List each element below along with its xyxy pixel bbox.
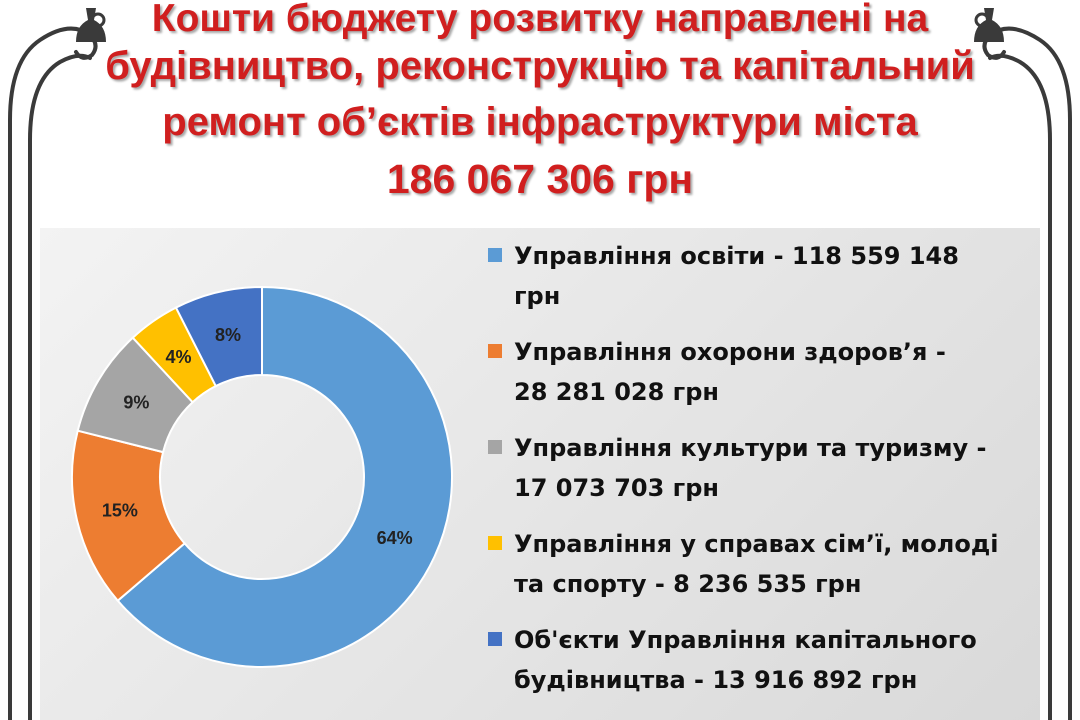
frame-ornament-left-inner (28, 53, 92, 720)
legend-item-3: Управління у справах сім’ї, молоді та спо… (482, 524, 1022, 604)
legend-swatch-2 (488, 440, 502, 454)
legend-label-line: грн (514, 282, 561, 310)
legend-label-line: Управління освіти - 118 559 148 (514, 242, 959, 270)
donut-percent-label-0: 64% (377, 528, 413, 548)
legend-item-4: Об'єкти Управління капітального будівницт… (482, 620, 1022, 700)
donut-slice-0 (116, 285, 453, 668)
legend-item-0: Управління освіти - 118 559 148 грн (482, 236, 1022, 316)
donut-slice-4 (174, 285, 263, 388)
legend-swatch-1 (488, 344, 502, 358)
legend-item-2: Управління культури та туризму - 17 073 7… (482, 428, 1022, 508)
legend-label-line: 28 281 028 грн (514, 378, 719, 406)
legend-item-1: Управління охорони здоров’я - 28 281 028 … (482, 332, 1022, 412)
legend-swatch-4 (488, 632, 502, 646)
title-line-3: ремонт об’єктів інфраструктури міста (162, 100, 918, 144)
legend-label-line: будівництва - 13 916 892 грн (514, 666, 918, 694)
donut-chart: 64% 15% 9% 4% 8% (71, 285, 453, 668)
legend-label-line: Об'єкти Управління капітального (514, 626, 977, 654)
donut-percent-label-2: 9% (123, 393, 149, 413)
lantern-left (76, 8, 106, 42)
donut-percent-label-1: 15% (102, 500, 138, 520)
legend-label-line: Управління у справах сім’ї, молоді (514, 530, 999, 558)
title-total: 186 067 306 грн (386, 156, 694, 202)
legend-swatch-0 (488, 248, 502, 262)
frame-ornament-right-inner (988, 53, 1052, 720)
legend-label-line: Управління культури та туризму - (514, 434, 987, 462)
legend-label-line: та спорту - 8 236 535 грн (514, 570, 862, 598)
legend-label-line: Управління охорони здоров’я - (514, 338, 946, 366)
swirl-left (90, 12, 106, 28)
chart-legend: Управління освіти - 118 559 148 грн Управл… (482, 236, 1022, 716)
title-line-2: будівництво, реконструкцію та капітальни… (105, 44, 975, 88)
slide-title: Кошти бюджету розвитку направлені на буд… (40, 0, 1040, 208)
swirl-right (974, 12, 990, 28)
title-line-1: Кошти бюджету розвитку направлені на (151, 0, 929, 40)
chart-panel: 64% 15% 9% 4% 8% Управління освіти - 118 559… (40, 228, 1040, 720)
legend-swatch-3 (488, 536, 502, 550)
donut-percent-label-4: 8% (215, 325, 241, 345)
legend-label-line: 17 073 703 грн (514, 474, 719, 502)
lantern-right (974, 8, 1004, 42)
donut-percent-label-3: 4% (165, 347, 191, 367)
